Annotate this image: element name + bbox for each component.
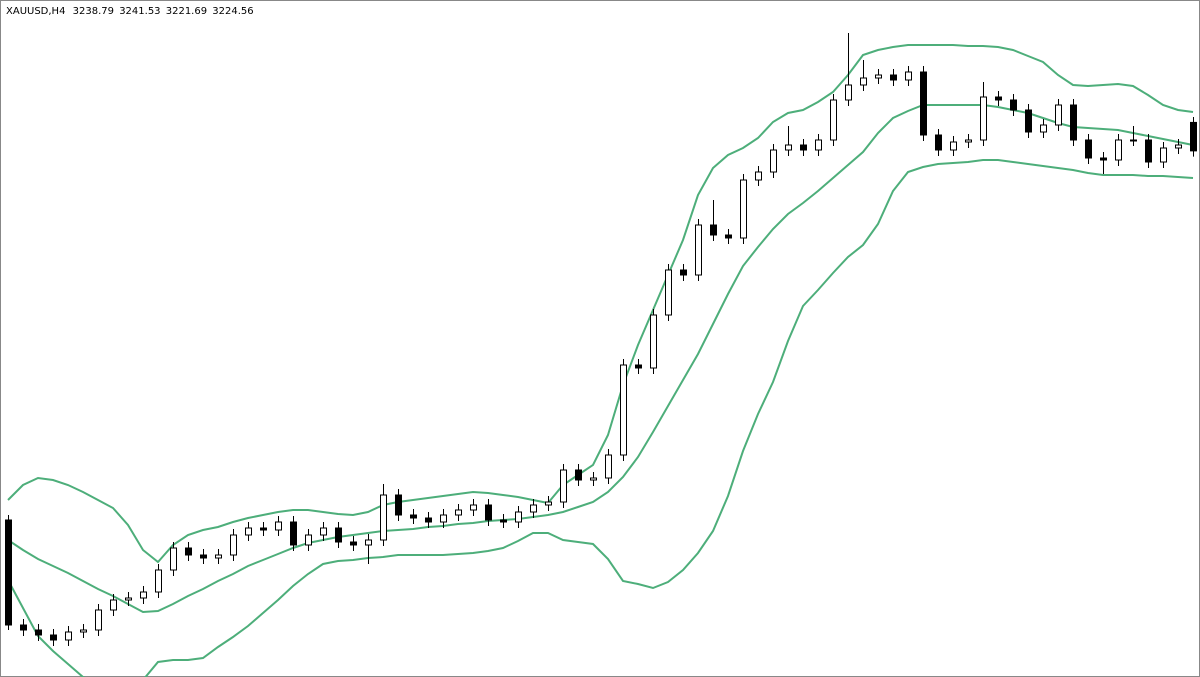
bull-candle-body — [320, 527, 327, 536]
bull-candle-body — [1160, 147, 1167, 163]
bull-candle-body — [245, 527, 252, 536]
bull-candle-body — [125, 597, 132, 601]
bull-candle-body — [980, 96, 987, 141]
bollinger-band — [7, 44, 1194, 564]
bear-candle-body — [710, 224, 717, 236]
bull-candle-body — [365, 539, 372, 546]
bear-candle-body — [1025, 109, 1032, 133]
bear-candle-body — [575, 469, 582, 481]
bear-candle-body — [20, 624, 27, 631]
bull-candle-body — [965, 139, 972, 143]
bull-candle-body — [860, 77, 867, 86]
bear-candle-body — [35, 629, 42, 636]
bull-candle-body — [455, 509, 462, 516]
bull-candle-body — [110, 599, 117, 611]
bull-candle-body — [695, 224, 702, 276]
bull-candle-body — [605, 454, 612, 479]
bull-candle-body — [770, 149, 777, 173]
bull-candle-body — [80, 629, 87, 633]
plot — [5, 33, 1197, 677]
close-value: 3224.56 — [212, 6, 253, 17]
bear-candle-body — [680, 269, 687, 276]
bull-candle-body — [440, 514, 447, 523]
bear-candle-body — [1190, 121, 1197, 152]
bull-candle-body — [905, 71, 912, 81]
bear-candle-body — [725, 234, 732, 239]
bull-candle-body — [785, 144, 792, 151]
bear-candle-body — [1070, 104, 1077, 141]
chart-header: XAUUSD,H4 3238.79 3241.53 3221.69 3224.5… — [6, 6, 254, 17]
bull-candle-body — [545, 501, 552, 506]
bull-candle-body — [650, 314, 657, 369]
bull-candle-body — [755, 171, 762, 181]
bull-candle-body — [140, 591, 147, 599]
bear-candle-body — [185, 547, 192, 556]
bear-candle-body — [1100, 157, 1107, 161]
open-value: 3238.79 — [73, 6, 114, 17]
bear-candle-body — [290, 521, 297, 546]
bear-candle-body — [890, 74, 897, 81]
bull-candle-body — [65, 631, 72, 641]
bull-candle-body — [845, 84, 852, 101]
bull-candle-body — [620, 364, 627, 456]
bull-candle-body — [155, 569, 162, 593]
bull-candle-body — [560, 469, 567, 503]
bear-candle-body — [920, 71, 927, 136]
bear-candle-body — [260, 527, 267, 531]
bear-candle-body — [995, 96, 1002, 101]
bear-candle-body — [410, 514, 417, 519]
bull-candle-body — [1115, 139, 1122, 161]
bull-candle-body — [875, 74, 882, 79]
bear-candle-body — [50, 634, 57, 641]
bear-candle-body — [935, 134, 942, 151]
bull-candle-body — [1040, 124, 1047, 133]
bull-candle-body — [530, 504, 537, 513]
low-value: 3221.69 — [166, 6, 207, 17]
bull-candle-body — [215, 554, 222, 559]
bollinger-band — [7, 159, 1194, 677]
bull-candle-body — [1175, 144, 1182, 149]
bear-candle-body — [500, 519, 507, 523]
bear-candle-body — [200, 554, 207, 559]
bull-candle-body — [230, 534, 237, 556]
bull-candle-body — [1130, 139, 1137, 142]
bull-candle-body — [170, 547, 177, 571]
bull-candle-body — [590, 477, 597, 481]
bear-candle-body — [1145, 139, 1152, 163]
bear-candle-body — [1085, 139, 1092, 159]
bull-candle-body — [305, 534, 312, 546]
bull-candle-body — [740, 179, 747, 239]
bull-candle-body — [1055, 104, 1062, 126]
bollinger-band — [7, 104, 1194, 614]
high-value: 3241.53 — [119, 6, 160, 17]
bear-candle-body — [1010, 99, 1017, 111]
bear-candle-body — [485, 504, 492, 521]
bear-candle-body — [425, 517, 432, 523]
bull-candle-body — [950, 141, 957, 151]
bear-candle-body — [395, 494, 402, 516]
bull-candle-body — [515, 511, 522, 523]
bull-candle-body — [470, 504, 477, 511]
bull-candle-body — [275, 521, 282, 531]
bull-candle-body — [95, 609, 102, 631]
bull-candle-body — [665, 269, 672, 316]
bear-candle-body — [800, 144, 807, 151]
bear-candle-body — [635, 364, 642, 369]
symbol: XAUUSD,H4 — [6, 6, 65, 17]
bull-candle-body — [380, 494, 387, 541]
bull-candle-body — [830, 99, 837, 141]
bull-candle-body — [815, 139, 822, 151]
bear-candle-body — [350, 541, 357, 546]
bear-candle-body — [335, 527, 342, 543]
bear-candle-body — [5, 519, 12, 626]
